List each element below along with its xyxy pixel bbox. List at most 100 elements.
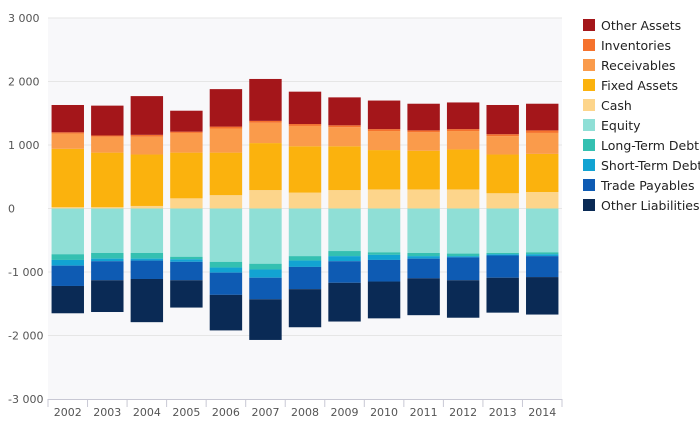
legend-swatch: [583, 119, 595, 131]
bar-segment: [51, 259, 84, 266]
bar-segment: [407, 258, 440, 279]
bar-segment: [249, 190, 282, 209]
legend-swatch: [583, 139, 595, 151]
bar-segment: [446, 280, 480, 318]
bar-segment: [209, 126, 243, 129]
legend-swatch: [583, 59, 595, 71]
x-tick-label: 2006: [212, 406, 240, 419]
legend-swatch: [583, 199, 595, 211]
bar-segment: [170, 152, 203, 199]
bar-segment: [367, 100, 401, 130]
bar-segment: [288, 91, 322, 125]
bar-segment: [249, 277, 282, 300]
bar-segment: [130, 96, 164, 135]
legend-label: Inventories: [601, 38, 671, 53]
bar-segment: [51, 148, 84, 208]
bar-segment: [288, 125, 322, 147]
bar-segment: [170, 261, 203, 281]
bar-segment: [170, 280, 203, 308]
bar-segment: [367, 129, 401, 132]
bar-segment: [249, 143, 282, 191]
bar-segment: [486, 254, 519, 256]
bar-segment: [130, 134, 164, 137]
bar-segment: [130, 252, 164, 259]
bar-segment: [407, 256, 440, 259]
y-tick-label: -2 000: [8, 330, 43, 343]
x-tick-label: 2004: [133, 406, 161, 419]
bar-segment: [91, 207, 124, 209]
bar-segment: [51, 285, 84, 314]
legend-swatch: [583, 79, 595, 91]
bar-segment: [526, 208, 559, 253]
bar-segment: [170, 132, 203, 153]
x-axis: 2002 2003 2004 2005 2006 2007 2008 2009 2010 2011…: [47, 399, 563, 419]
legend-label: Cash: [601, 98, 632, 113]
bar-segment: [91, 261, 124, 281]
bar-segment: [288, 260, 322, 267]
bar-segment: [209, 128, 243, 153]
bar-segment: [249, 120, 282, 123]
x-tick-label: 2011: [410, 406, 438, 419]
y-tick-label: -3 000: [8, 393, 43, 406]
bar-segment: [288, 266, 322, 290]
bar-segment: [446, 189, 480, 209]
bar-segment: [407, 252, 440, 257]
bar-segment: [446, 208, 480, 254]
x-tick-label: 2012: [449, 406, 477, 419]
bar-segment: [91, 135, 124, 137]
legend-label: Other Assets: [601, 18, 681, 33]
x-tick-label: 2010: [370, 406, 398, 419]
bar-segment: [249, 78, 282, 121]
bar-segment: [367, 252, 401, 255]
bar-segment: [328, 251, 361, 257]
bar-segment: [51, 104, 84, 133]
bar-segment: [209, 267, 243, 273]
bar-segment: [51, 265, 84, 286]
bar-segment: [91, 152, 124, 208]
bar-segment: [170, 198, 203, 209]
bar-segment: [526, 191, 559, 209]
bar-segment: [407, 278, 440, 316]
bar-segment: [367, 131, 401, 151]
bar-segment: [288, 146, 322, 193]
bar-segment: [288, 289, 322, 328]
bar-segment: [51, 208, 84, 255]
bar-segment: [486, 136, 519, 155]
legend-label: Other Liabilities: [601, 198, 700, 213]
bar-segment: [130, 208, 164, 253]
legend-label: Receivables: [601, 58, 676, 73]
bar-segment: [328, 208, 361, 252]
y-axis-ticks: -3 000 -2 000 -1 000 0 1 000 2 000 3 000: [8, 12, 43, 406]
bar-segment: [407, 132, 440, 151]
bar-segment: [367, 150, 401, 190]
legend-swatch: [583, 99, 595, 111]
x-tick-label: 2008: [291, 406, 319, 419]
bar-segment: [328, 97, 361, 126]
bar-segment: [486, 193, 519, 209]
bar-segment: [51, 132, 84, 134]
bar-segment: [407, 103, 440, 131]
bar-segment: [249, 263, 282, 270]
legend-label: Long-Term Debt: [601, 138, 699, 153]
bar-segment: [91, 136, 124, 153]
legend: Other Assets Inventories Receivables Fixed …: [583, 18, 700, 213]
bar-segment: [209, 89, 243, 127]
bar-segment: [328, 127, 361, 147]
legend-label: Trade Payables: [600, 178, 695, 193]
legend-label: Fixed Assets: [601, 78, 678, 93]
legend-label: Short-Term Debt: [601, 158, 700, 173]
bar-segment: [526, 252, 559, 255]
legend-swatch: [583, 39, 595, 51]
bar-segment: [407, 208, 440, 253]
bar-segment: [526, 277, 559, 315]
bar-segment: [367, 189, 401, 209]
bars: [51, 78, 559, 340]
bar-segment: [170, 131, 203, 133]
bar-segment: [446, 149, 480, 190]
bar-segment: [446, 256, 480, 258]
bar-segment: [486, 255, 519, 278]
bar-segment: [407, 150, 440, 190]
x-tick-label: 2002: [54, 406, 82, 419]
x-tick-label: 2009: [331, 406, 359, 419]
